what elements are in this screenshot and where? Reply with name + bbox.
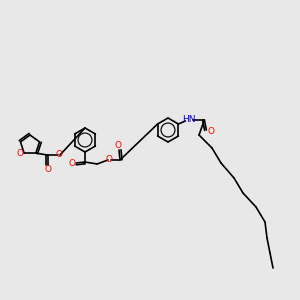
Text: O: O	[208, 128, 215, 136]
Text: HN: HN	[182, 116, 195, 124]
Text: O: O	[68, 160, 76, 169]
Text: O: O	[44, 165, 51, 174]
Text: O: O	[56, 150, 62, 159]
Text: O: O	[115, 142, 122, 151]
Text: O: O	[106, 154, 112, 164]
Text: O: O	[16, 148, 24, 158]
